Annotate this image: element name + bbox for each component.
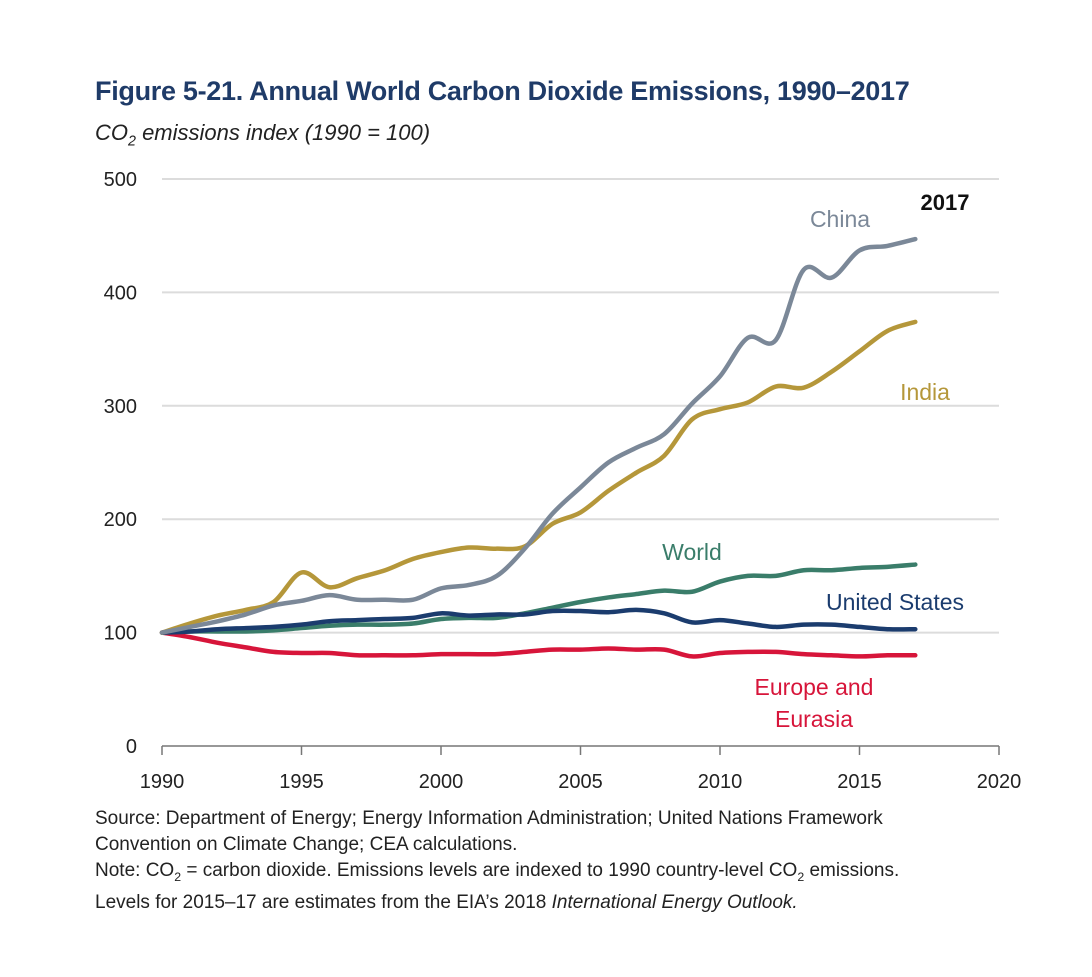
x-tick-label: 2000 [419, 771, 464, 793]
levels-line: Levels for 2015–17 are estimates from th… [95, 890, 1055, 916]
levels-italic: International Energy Outlook. [551, 891, 798, 913]
gridlines [162, 178, 999, 634]
y-tick-label: 100 [104, 623, 137, 645]
note-b: = carbon dioxide. Emissions levels are i… [181, 860, 798, 881]
note-line: Note: CO2 = carbon dioxide. Emissions le… [95, 858, 1055, 890]
levels-a: Levels for 2015–17 are estimates from th… [95, 891, 552, 913]
y-tick-label: 300 [104, 396, 137, 418]
series-labels: Europe and Eurasia World United States India… [662, 190, 969, 732]
x-tick-label: 2020 [977, 771, 1022, 793]
series-label: China [810, 206, 870, 232]
figure-subtitle: CO2 emissions index (1990 = 100) [95, 120, 430, 149]
series-label: United States [826, 589, 964, 615]
series-line-europe-and-eurasia [159, 630, 918, 659]
y-tick-label: 200 [104, 509, 137, 531]
subtitle-post: emissions index (1990 = 100) [135, 120, 431, 145]
x-tick-label: 2010 [698, 771, 743, 793]
line-chart: 1990 1995 2000 2005 2010 2015 2020 0 100 200 300 4… [104, 169, 1022, 793]
series-label: Europe and [755, 674, 874, 700]
x-tick-label: 1990 [140, 771, 185, 793]
y-axis-labels: 0 100 200 300 400 500 [104, 169, 137, 758]
figure-title: Figure 5-21. Annual World Carbon Dioxide… [95, 76, 910, 106]
y-tick-label: 0 [126, 736, 137, 758]
subtitle-pre: CO [95, 120, 128, 145]
series-label: World [662, 539, 722, 565]
note-a: Note: CO [95, 860, 175, 881]
series-label: Eurasia [775, 706, 853, 732]
series-lines [159, 236, 918, 659]
y-tick-label: 500 [104, 169, 137, 191]
note-sub-1: 2 [174, 869, 182, 884]
x-tick-label: 2005 [558, 771, 603, 793]
series-line-india [159, 319, 918, 635]
subtitle-sub: 2 [128, 133, 136, 150]
notes: Source: Department of Energy; Energy Inf… [95, 806, 1055, 916]
source-line-2: Convention on Climate Change; CEA calcul… [95, 834, 518, 855]
x-tick-label: 2015 [837, 771, 882, 793]
note-c: emissions. [804, 860, 900, 881]
x-tick-label: 1995 [279, 771, 324, 793]
note-sub-2: 2 [797, 869, 805, 884]
x-axis: 1990 1995 2000 2005 2010 2015 2020 [140, 745, 1022, 793]
series-line-united-states [159, 607, 918, 635]
series-label: India [900, 379, 950, 405]
source-line-1: Source: Department of Energy; Energy Inf… [95, 808, 883, 829]
end-year-label: 2017 [921, 190, 970, 215]
y-tick-label: 400 [104, 282, 137, 304]
series-line-china [159, 236, 918, 635]
